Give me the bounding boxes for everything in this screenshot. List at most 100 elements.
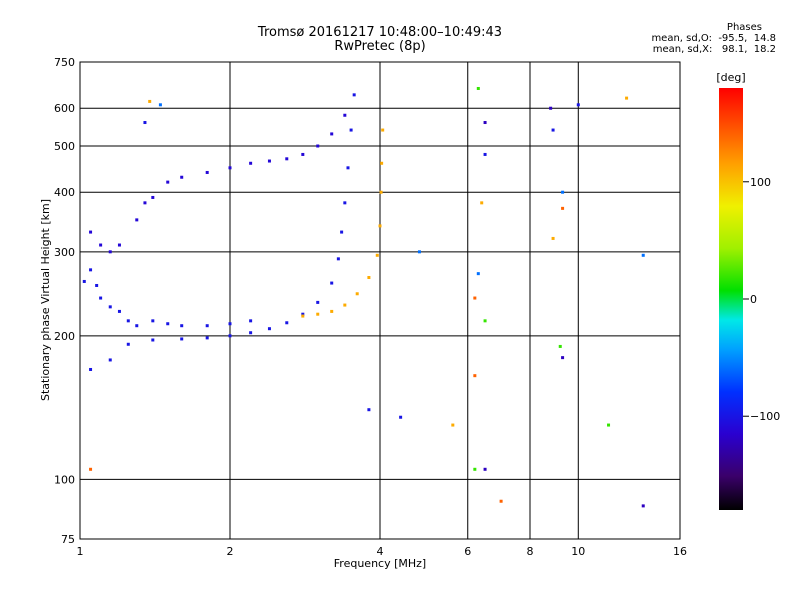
- data-point: [151, 195, 155, 199]
- y-tick-label: 750: [54, 56, 75, 69]
- data-point: [89, 230, 93, 234]
- data-point: [228, 166, 232, 170]
- x-tick-label: 10: [571, 545, 585, 558]
- data-point: [228, 322, 232, 326]
- data-point: [476, 86, 480, 90]
- chart-title: Tromsø 20161217 10:48:00–10:49:43: [257, 25, 503, 40]
- data-point: [558, 344, 562, 348]
- data-point: [549, 106, 553, 110]
- data-point: [108, 250, 112, 254]
- data-point: [301, 314, 305, 318]
- data-point: [346, 166, 350, 170]
- data-point: [561, 190, 565, 194]
- data-point: [551, 236, 555, 240]
- data-point: [180, 175, 184, 179]
- data-point: [336, 257, 340, 261]
- data-point: [158, 103, 162, 107]
- data-point: [180, 324, 184, 328]
- data-point: [205, 336, 209, 340]
- data-point: [82, 279, 86, 283]
- data-point: [95, 283, 99, 287]
- data-point: [330, 281, 334, 285]
- data-point: [561, 356, 565, 360]
- data-point: [228, 334, 232, 338]
- data-point: [301, 152, 305, 156]
- y-tick-label: 300: [54, 246, 75, 259]
- data-point: [249, 319, 253, 323]
- data-point: [576, 103, 580, 107]
- y-tick-label: 400: [54, 186, 75, 199]
- data-point: [205, 324, 209, 328]
- data-point: [180, 337, 184, 341]
- data-point: [483, 467, 487, 471]
- data-point: [340, 230, 344, 234]
- data-point: [352, 93, 356, 97]
- data-point: [89, 268, 93, 272]
- data-point: [151, 319, 155, 323]
- data-point: [399, 415, 403, 419]
- phases-x-stats: mean, sd,X: 98.1, 18.2: [652, 44, 776, 55]
- data-point: [135, 218, 139, 222]
- data-point: [166, 180, 170, 184]
- data-point: [343, 113, 347, 117]
- y-tick-label: 200: [54, 330, 75, 343]
- data-point: [349, 128, 353, 132]
- axis-ticks: 1 2 4 6 8 10 16 75 100 200 300 400 500 600 750: [54, 56, 687, 558]
- colorbar-tick-label: 100: [750, 176, 771, 189]
- data-point: [476, 272, 480, 276]
- data-point: [480, 201, 484, 205]
- data-point: [316, 144, 320, 148]
- data-point: [316, 312, 320, 316]
- data-point: [355, 292, 359, 296]
- data-point: [151, 338, 155, 342]
- data-point: [117, 309, 121, 313]
- x-tick-label: 16: [673, 545, 687, 558]
- data-point: [625, 96, 629, 100]
- data-point: [89, 367, 93, 371]
- data-point: [108, 358, 112, 362]
- data-point: [380, 161, 384, 165]
- y-axis-label: Stationary phase Virtual Height [km]: [39, 199, 52, 401]
- chart-subtitle: RwPretec (8p): [334, 39, 426, 54]
- data-point: [483, 121, 487, 125]
- colorbar-ticks: 100 0 −100: [743, 176, 780, 423]
- data-point: [367, 408, 371, 412]
- data-point: [249, 161, 253, 165]
- data-point: [148, 99, 152, 103]
- data-point: [473, 374, 477, 378]
- data-point: [551, 128, 555, 132]
- data-point: [483, 319, 487, 323]
- data-point: [267, 159, 271, 163]
- data-point: [143, 201, 147, 205]
- phases-title: Phases: [726, 22, 762, 33]
- data-point: [330, 132, 334, 136]
- data-point: [483, 152, 487, 156]
- colorbar: [719, 88, 743, 510]
- y-tick-label: 75: [61, 533, 75, 546]
- data-point: [99, 243, 103, 247]
- data-point: [367, 276, 371, 280]
- data-point: [473, 296, 477, 300]
- data-point: [166, 322, 170, 326]
- data-point: [641, 504, 645, 508]
- data-point: [89, 467, 93, 471]
- colorbar-tick-label: 0: [750, 293, 757, 306]
- data-point: [316, 300, 320, 304]
- data-point: [451, 423, 455, 427]
- colorbar-label: [deg]: [716, 71, 745, 84]
- data-point: [205, 170, 209, 174]
- data-point: [330, 309, 334, 313]
- data-point: [285, 157, 289, 161]
- data-point: [99, 296, 103, 300]
- data-point: [641, 253, 645, 257]
- colorbar-tick-label: −100: [750, 410, 780, 423]
- y-tick-label: 500: [54, 140, 75, 153]
- data-point: [375, 253, 379, 257]
- data-point: [378, 224, 382, 228]
- data-point: [135, 324, 139, 328]
- data-points: [82, 86, 645, 508]
- data-point: [343, 201, 347, 205]
- phases-o-stats: mean, sd,O: -95.5, 14.8: [651, 33, 776, 44]
- grid-lines: [80, 62, 680, 539]
- data-point: [285, 321, 289, 325]
